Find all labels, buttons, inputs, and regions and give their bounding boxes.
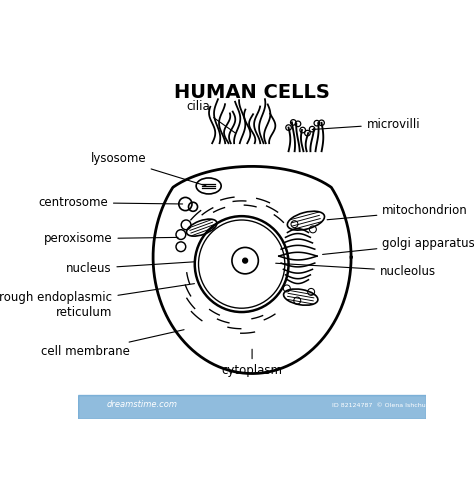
Text: dreamstime.com: dreamstime.com	[106, 400, 177, 409]
Text: HUMAN CELLS: HUMAN CELLS	[174, 83, 330, 102]
Text: peroxisome: peroxisome	[44, 232, 178, 245]
Text: nucleus: nucleus	[66, 262, 194, 275]
Text: mitochondrion: mitochondrion	[327, 204, 468, 220]
Text: centrosome: centrosome	[38, 196, 182, 209]
Text: cytoplasm: cytoplasm	[221, 349, 283, 377]
Text: rough endoplasmic
reticulum: rough endoplasmic reticulum	[0, 284, 194, 319]
Text: ID 82124787  © Olena Ishchuk: ID 82124787 © Olena Ishchuk	[332, 403, 429, 408]
Bar	[78, 395, 426, 418]
Text: microvilli: microvilli	[312, 118, 420, 131]
Circle shape	[243, 258, 247, 263]
Text: lysosome: lysosome	[91, 152, 206, 186]
Text: cell membrane: cell membrane	[41, 330, 184, 359]
Text: nucleolus: nucleolus	[276, 263, 436, 277]
Text: cilia: cilia	[186, 100, 235, 133]
Text: golgi apparatus: golgi apparatus	[323, 237, 474, 254]
